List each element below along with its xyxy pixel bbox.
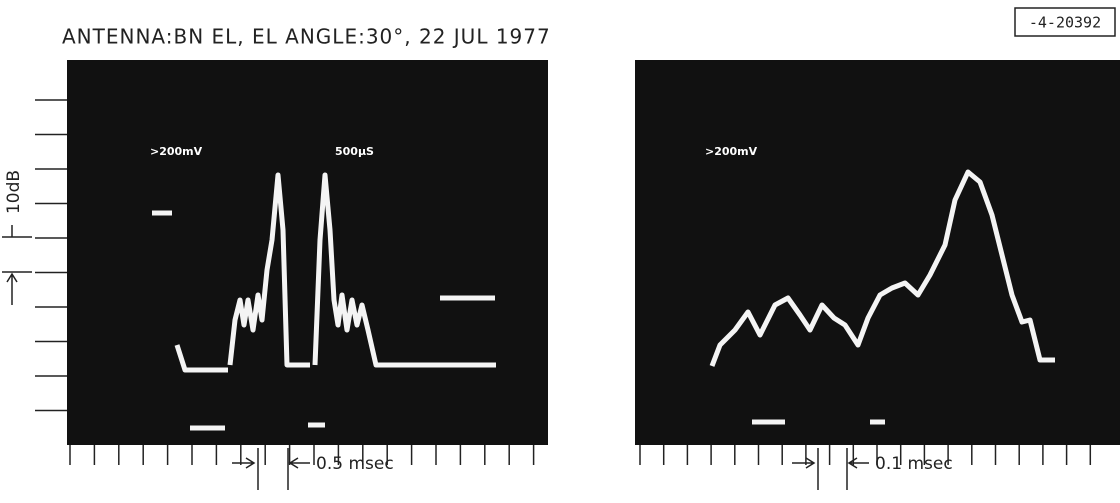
time-scale: 0.1 msec	[875, 454, 953, 474]
time-arrow	[792, 448, 819, 490]
scope-label: >200mV	[705, 145, 758, 158]
time-arrow	[846, 448, 869, 490]
scope-label: >200mV	[150, 145, 203, 158]
caption: ANTENNA:BN EL, EL ANGLE:30°, 22 JUL 1977	[62, 25, 551, 49]
figure-id-box	[1014, 7, 1116, 37]
scope-panel	[67, 60, 548, 445]
scale-arrow	[6, 272, 18, 305]
time-scale: 0.5 msec	[316, 454, 394, 474]
x-ticks	[69, 445, 1092, 465]
time-arrow	[232, 448, 259, 490]
scope-panel	[635, 60, 1120, 445]
figure-id: -4-20392	[1029, 14, 1101, 32]
scope-label: 500µS	[335, 145, 374, 158]
y-ticks	[35, 99, 67, 412]
y-scale-label: 10dB	[4, 170, 24, 214]
time-arrow	[287, 448, 310, 490]
